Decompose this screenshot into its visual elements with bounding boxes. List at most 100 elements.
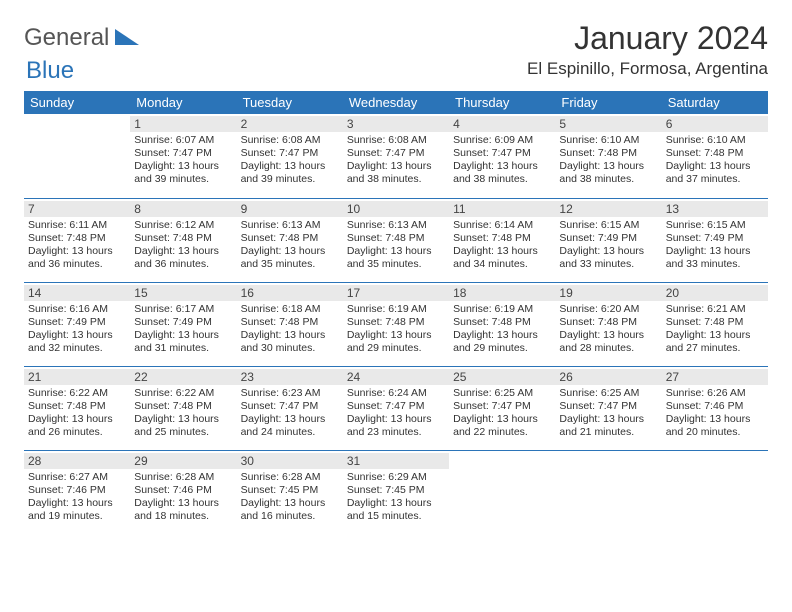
sunrise-text: Sunrise: 6:28 AM <box>241 471 339 484</box>
daylight2-text: and 29 minutes. <box>347 342 445 355</box>
calendar-cell: 28Sunrise: 6:27 AMSunset: 7:46 PMDayligh… <box>24 450 130 534</box>
day-number: 31 <box>343 453 449 469</box>
daylight1-text: Daylight: 13 hours <box>241 160 339 173</box>
sunrise-text: Sunrise: 6:09 AM <box>453 134 551 147</box>
sunrise-text: Sunrise: 6:15 AM <box>666 219 764 232</box>
daylight2-text: and 34 minutes. <box>453 258 551 271</box>
sunrise-text: Sunrise: 6:08 AM <box>347 134 445 147</box>
sunset-text: Sunset: 7:46 PM <box>134 484 232 497</box>
calendar-cell <box>449 450 555 534</box>
sunset-text: Sunset: 7:47 PM <box>347 147 445 160</box>
daylight2-text: and 38 minutes. <box>559 173 657 186</box>
day-number: 2 <box>237 116 343 132</box>
calendar-cell: 3Sunrise: 6:08 AMSunset: 7:47 PMDaylight… <box>343 114 449 198</box>
daylight1-text: Daylight: 13 hours <box>28 329 126 342</box>
sunrise-text: Sunrise: 6:27 AM <box>28 471 126 484</box>
sunset-text: Sunset: 7:48 PM <box>453 232 551 245</box>
sunset-text: Sunset: 7:47 PM <box>241 400 339 413</box>
day-header: Saturday <box>662 91 768 114</box>
calendar-cell: 4Sunrise: 6:09 AMSunset: 7:47 PMDaylight… <box>449 114 555 198</box>
calendar-cell: 16Sunrise: 6:18 AMSunset: 7:48 PMDayligh… <box>237 282 343 366</box>
daylight2-text: and 16 minutes. <box>241 510 339 523</box>
daylight1-text: Daylight: 13 hours <box>666 160 764 173</box>
daylight2-text: and 39 minutes. <box>241 173 339 186</box>
day-number: 9 <box>237 201 343 217</box>
calendar-cell: 30Sunrise: 6:28 AMSunset: 7:45 PMDayligh… <box>237 450 343 534</box>
sunrise-text: Sunrise: 6:18 AM <box>241 303 339 316</box>
daylight1-text: Daylight: 13 hours <box>559 413 657 426</box>
day-header: Sunday <box>24 91 130 114</box>
calendar-cell: 8Sunrise: 6:12 AMSunset: 7:48 PMDaylight… <box>130 198 236 282</box>
logo: General <box>24 20 141 52</box>
calendar-body: 1Sunrise: 6:07 AMSunset: 7:47 PMDaylight… <box>24 114 768 534</box>
sunset-text: Sunset: 7:49 PM <box>134 316 232 329</box>
calendar-cell: 23Sunrise: 6:23 AMSunset: 7:47 PMDayligh… <box>237 366 343 450</box>
sunset-text: Sunset: 7:48 PM <box>559 316 657 329</box>
sunset-text: Sunset: 7:47 PM <box>559 400 657 413</box>
calendar-cell: 24Sunrise: 6:24 AMSunset: 7:47 PMDayligh… <box>343 366 449 450</box>
sunrise-text: Sunrise: 6:12 AM <box>134 219 232 232</box>
sunset-text: Sunset: 7:48 PM <box>347 232 445 245</box>
day-number: 10 <box>343 201 449 217</box>
daylight1-text: Daylight: 13 hours <box>559 160 657 173</box>
daylight2-text: and 27 minutes. <box>666 342 764 355</box>
daylight1-text: Daylight: 13 hours <box>666 413 764 426</box>
day-number: 24 <box>343 369 449 385</box>
daylight2-text: and 38 minutes. <box>347 173 445 186</box>
sunrise-text: Sunrise: 6:28 AM <box>134 471 232 484</box>
daylight1-text: Daylight: 13 hours <box>559 245 657 258</box>
sunset-text: Sunset: 7:49 PM <box>28 316 126 329</box>
calendar-cell: 9Sunrise: 6:13 AMSunset: 7:48 PMDaylight… <box>237 198 343 282</box>
day-number: 6 <box>662 116 768 132</box>
calendar-cell: 17Sunrise: 6:19 AMSunset: 7:48 PMDayligh… <box>343 282 449 366</box>
sunrise-text: Sunrise: 6:23 AM <box>241 387 339 400</box>
logo-secondary: Blue <box>26 57 74 84</box>
daylight1-text: Daylight: 13 hours <box>134 413 232 426</box>
sunrise-text: Sunrise: 6:08 AM <box>241 134 339 147</box>
calendar-cell <box>24 114 130 198</box>
day-number: 19 <box>555 285 661 301</box>
calendar-cell: 11Sunrise: 6:14 AMSunset: 7:48 PMDayligh… <box>449 198 555 282</box>
logo-primary: General <box>24 24 109 52</box>
calendar-cell: 7Sunrise: 6:11 AMSunset: 7:48 PMDaylight… <box>24 198 130 282</box>
sunset-text: Sunset: 7:48 PM <box>28 400 126 413</box>
sunrise-text: Sunrise: 6:26 AM <box>666 387 764 400</box>
daylight2-text: and 29 minutes. <box>453 342 551 355</box>
sunrise-text: Sunrise: 6:14 AM <box>453 219 551 232</box>
daylight2-text: and 36 minutes. <box>28 258 126 271</box>
daylight1-text: Daylight: 13 hours <box>347 160 445 173</box>
daylight1-text: Daylight: 13 hours <box>28 245 126 258</box>
day-number: 17 <box>343 285 449 301</box>
day-number: 22 <box>130 369 236 385</box>
daylight1-text: Daylight: 13 hours <box>241 329 339 342</box>
daylight2-text: and 15 minutes. <box>347 510 445 523</box>
daylight1-text: Daylight: 13 hours <box>347 329 445 342</box>
sunrise-text: Sunrise: 6:22 AM <box>134 387 232 400</box>
daylight1-text: Daylight: 13 hours <box>453 245 551 258</box>
day-number: 27 <box>662 369 768 385</box>
daylight1-text: Daylight: 13 hours <box>241 245 339 258</box>
calendar-cell: 14Sunrise: 6:16 AMSunset: 7:49 PMDayligh… <box>24 282 130 366</box>
day-header: Tuesday <box>237 91 343 114</box>
sunset-text: Sunset: 7:48 PM <box>453 316 551 329</box>
sunset-text: Sunset: 7:48 PM <box>241 232 339 245</box>
daylight1-text: Daylight: 13 hours <box>241 413 339 426</box>
sunrise-text: Sunrise: 6:13 AM <box>347 219 445 232</box>
sunrise-text: Sunrise: 6:21 AM <box>666 303 764 316</box>
sunrise-text: Sunrise: 6:11 AM <box>28 219 126 232</box>
daylight1-text: Daylight: 13 hours <box>241 497 339 510</box>
sunset-text: Sunset: 7:48 PM <box>28 232 126 245</box>
daylight1-text: Daylight: 13 hours <box>453 329 551 342</box>
calendar-cell: 10Sunrise: 6:13 AMSunset: 7:48 PMDayligh… <box>343 198 449 282</box>
sunset-text: Sunset: 7:46 PM <box>666 400 764 413</box>
daylight1-text: Daylight: 13 hours <box>453 160 551 173</box>
daylight2-text: and 26 minutes. <box>28 426 126 439</box>
calendar-cell: 12Sunrise: 6:15 AMSunset: 7:49 PMDayligh… <box>555 198 661 282</box>
daylight2-text: and 23 minutes. <box>347 426 445 439</box>
sunrise-text: Sunrise: 6:17 AM <box>134 303 232 316</box>
daylight1-text: Daylight: 13 hours <box>347 413 445 426</box>
calendar-cell: 1Sunrise: 6:07 AMSunset: 7:47 PMDaylight… <box>130 114 236 198</box>
daylight2-text: and 18 minutes. <box>134 510 232 523</box>
daylight1-text: Daylight: 13 hours <box>666 329 764 342</box>
sunset-text: Sunset: 7:48 PM <box>241 316 339 329</box>
